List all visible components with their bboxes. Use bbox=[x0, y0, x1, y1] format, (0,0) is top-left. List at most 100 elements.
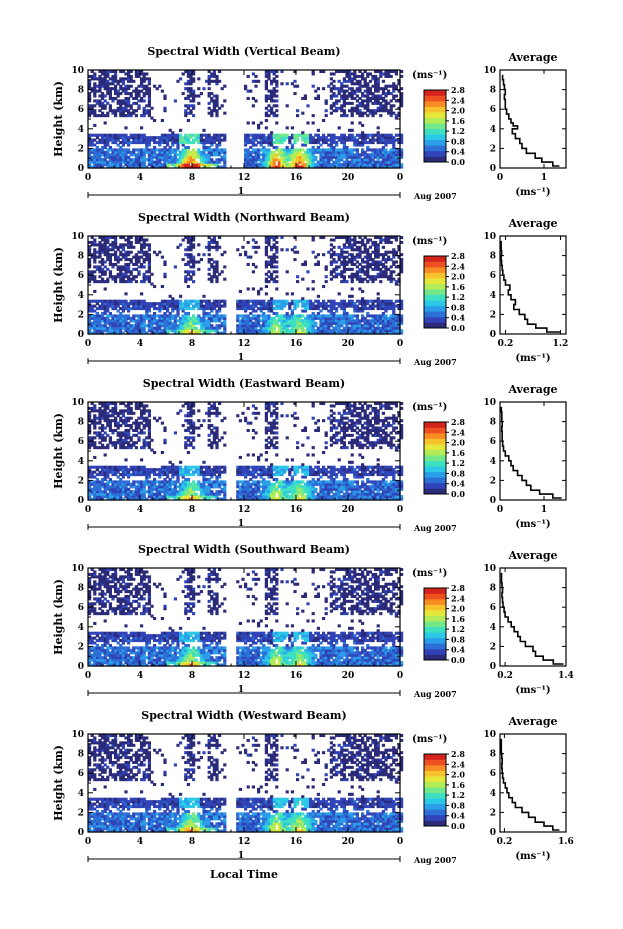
heatmap-cell bbox=[394, 160, 398, 164]
heatmap-cell bbox=[114, 485, 118, 489]
heatmap-cell bbox=[171, 141, 175, 145]
heatmap-cell bbox=[88, 106, 92, 110]
heatmap-cell bbox=[108, 138, 112, 142]
heatmap-cell bbox=[270, 277, 274, 281]
heatmap-cell bbox=[251, 133, 255, 137]
heatmap-cell bbox=[186, 89, 190, 93]
heatmap-cell bbox=[90, 155, 94, 159]
heatmap-cell bbox=[262, 145, 266, 149]
heatmap-cell bbox=[293, 329, 297, 333]
heatmap-cell bbox=[166, 314, 170, 318]
heatmap-cell bbox=[340, 89, 344, 93]
heatmap-cell bbox=[197, 299, 201, 303]
heatmap-cell bbox=[358, 82, 362, 86]
heatmap-cell bbox=[319, 304, 323, 308]
heatmap-cell bbox=[160, 89, 164, 93]
heatmap-cell bbox=[387, 329, 391, 333]
heatmap-cell bbox=[342, 275, 346, 279]
date-label: Aug 2007 bbox=[413, 357, 457, 367]
heatmap-cell bbox=[103, 436, 107, 440]
heatmap-cell bbox=[301, 302, 305, 306]
heatmap-cell bbox=[93, 243, 97, 247]
heatmap-cell bbox=[93, 495, 97, 499]
heatmap-cell bbox=[121, 133, 125, 137]
heatmap-cell bbox=[348, 275, 352, 279]
heatmap-cell bbox=[350, 299, 354, 303]
heatmap-cell bbox=[166, 138, 170, 142]
x-tick-label: 0 bbox=[397, 339, 403, 349]
heatmap-cell bbox=[389, 111, 393, 115]
heatmap-cell bbox=[129, 94, 133, 98]
heatmap-cell bbox=[218, 245, 222, 249]
heatmap-cell bbox=[251, 262, 255, 266]
heatmap-cell bbox=[108, 321, 112, 325]
heatmap-cell bbox=[371, 148, 375, 152]
heatmap-cell bbox=[215, 77, 219, 81]
heatmap-cell bbox=[212, 316, 216, 320]
heatmap-cell bbox=[322, 253, 326, 257]
heatmap-cell bbox=[106, 114, 110, 118]
heatmap-cell bbox=[101, 326, 105, 330]
heatmap-cell bbox=[199, 158, 203, 162]
heatmap-cell bbox=[301, 329, 305, 333]
heatmap-cell bbox=[150, 272, 154, 276]
heatmap-cell bbox=[394, 150, 398, 154]
heatmap-cell bbox=[108, 319, 112, 323]
heatmap-cell bbox=[205, 324, 209, 328]
heatmap-cell bbox=[335, 275, 339, 279]
heatmap-cell bbox=[272, 265, 276, 269]
heatmap-cell bbox=[121, 101, 125, 105]
heatmap-cell bbox=[119, 485, 123, 489]
heatmap-cell bbox=[106, 314, 110, 318]
heatmap-cell bbox=[121, 87, 125, 91]
heatmap-cell bbox=[366, 141, 370, 145]
heatmap-cell bbox=[348, 133, 352, 137]
heatmap-cell bbox=[296, 250, 300, 254]
heatmap-cell bbox=[106, 443, 110, 447]
heatmap-cell bbox=[332, 250, 336, 254]
heatmap-cell bbox=[153, 314, 157, 318]
heatmap-cell bbox=[129, 153, 133, 157]
heatmap-cell bbox=[108, 145, 112, 149]
heatmap-cell bbox=[306, 153, 310, 157]
heatmap-cell bbox=[358, 143, 362, 147]
heatmap-cell bbox=[275, 109, 279, 113]
heatmap-cell bbox=[366, 248, 370, 252]
heatmap-cell bbox=[381, 104, 385, 108]
heatmap-cell bbox=[290, 160, 294, 164]
heatmap-cell bbox=[358, 109, 362, 113]
heatmap-cell bbox=[353, 160, 357, 164]
heatmap-cell bbox=[155, 324, 159, 328]
heatmap-cell bbox=[293, 165, 297, 169]
heatmap-cell bbox=[111, 96, 115, 100]
heatmap-cell bbox=[166, 136, 170, 140]
heatmap-cell bbox=[124, 99, 128, 103]
heatmap-cell bbox=[127, 163, 131, 167]
heatmap-cell bbox=[223, 319, 227, 323]
heatmap-cell bbox=[101, 280, 105, 284]
heatmap-cell bbox=[124, 250, 128, 254]
heatmap-cell bbox=[207, 314, 211, 318]
heatmap-cell bbox=[124, 468, 128, 472]
heatmap-cell bbox=[264, 79, 268, 83]
heatmap-cell bbox=[207, 329, 211, 333]
heatmap-cell bbox=[127, 258, 131, 262]
heatmap-cell bbox=[322, 160, 326, 164]
heatmap-cell bbox=[168, 158, 172, 162]
heatmap-cell bbox=[158, 319, 162, 323]
y-tick-label: 4 bbox=[78, 125, 84, 135]
heatmap-cell bbox=[132, 109, 136, 113]
heatmap-cell bbox=[293, 163, 297, 167]
heatmap-cell bbox=[119, 265, 123, 269]
heatmap-cell bbox=[137, 316, 141, 320]
heatmap-cell bbox=[306, 133, 310, 137]
heatmap-cell bbox=[246, 141, 250, 145]
heatmap-cell bbox=[93, 421, 97, 425]
heatmap-cell bbox=[285, 311, 289, 315]
heatmap-cell bbox=[111, 468, 115, 472]
heatmap-cell bbox=[277, 299, 281, 303]
heatmap-cell bbox=[95, 311, 99, 315]
heatmap-cell bbox=[345, 72, 349, 76]
heatmap-cell bbox=[381, 141, 385, 145]
heatmap-cell bbox=[251, 136, 255, 140]
